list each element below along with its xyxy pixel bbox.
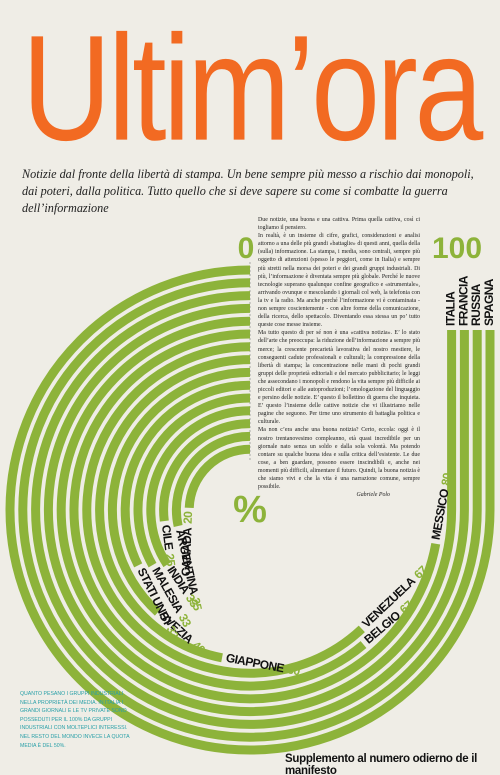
- country: CILE: [159, 524, 176, 551]
- tick-label: 0: [238, 232, 255, 265]
- band: [120, 380, 251, 568]
- country: RUSSIA: [469, 283, 483, 326]
- band: [18, 278, 482, 742]
- band: [5, 265, 495, 755]
- band: [171, 431, 251, 527]
- band: [159, 419, 251, 522]
- label: CANADA 20: [179, 511, 195, 577]
- value-label: 20: [181, 511, 195, 525]
- label: RUSSIA: [469, 283, 483, 326]
- article: Due notizie, una buona e una cattiva. Pr…: [258, 216, 420, 499]
- band-label: FRANCIA: [457, 275, 471, 326]
- tick-label: 100: [432, 232, 482, 265]
- value-label: 50: [286, 662, 301, 678]
- paragraph: Ma tutto questo di per sé non è una «cat…: [258, 330, 420, 426]
- band: [56, 316, 441, 704]
- paragraph: Due notizie, una buona e una cattiva. Pr…: [258, 217, 420, 232]
- country: CANADA: [179, 527, 195, 577]
- country: FRANCIA: [457, 275, 471, 326]
- country: SPAGNA: [482, 278, 496, 326]
- label: ITALIA: [444, 291, 458, 326]
- band: [133, 393, 251, 568]
- band: [82, 342, 365, 678]
- band-label: CANADA 20: [179, 511, 195, 577]
- band: [146, 406, 251, 568]
- subtitle: Notizie dal fronte della libertà di stam…: [22, 167, 474, 215]
- title: Ultim’ora: [22, 4, 484, 172]
- signature: Gabriele Polo: [356, 492, 390, 499]
- value-label: 25: [188, 596, 205, 612]
- note: QUANTO PESANO I GRUPPI INDUSTRIALI NELLA…: [20, 691, 130, 749]
- band-label: ITALIA: [444, 291, 458, 326]
- unit-label: %: [233, 489, 267, 531]
- band: [184, 444, 251, 509]
- band: [43, 303, 457, 717]
- paragraph: In realtà, è un insieme di cifre, grafic…: [258, 233, 420, 329]
- band-label: RUSSIA: [469, 283, 483, 326]
- label: SPAGNA: [482, 278, 496, 326]
- band: [69, 329, 367, 691]
- band: [107, 367, 251, 616]
- label: CILE 25: [159, 524, 178, 567]
- footer: Supplemento al numero odierno de il mani…: [285, 753, 478, 775]
- value-label: 80: [439, 471, 455, 486]
- band-label: SPAGNA: [482, 278, 496, 326]
- band: [95, 355, 251, 663]
- label: FRANCIA: [457, 275, 471, 326]
- value-label: 25: [162, 553, 178, 568]
- country: ITALIA: [444, 291, 458, 326]
- paragraph: Ma non c’era anche una buona notizia? Ce…: [258, 427, 420, 491]
- band-label: CILE 25: [159, 524, 178, 567]
- band: [31, 291, 469, 729]
